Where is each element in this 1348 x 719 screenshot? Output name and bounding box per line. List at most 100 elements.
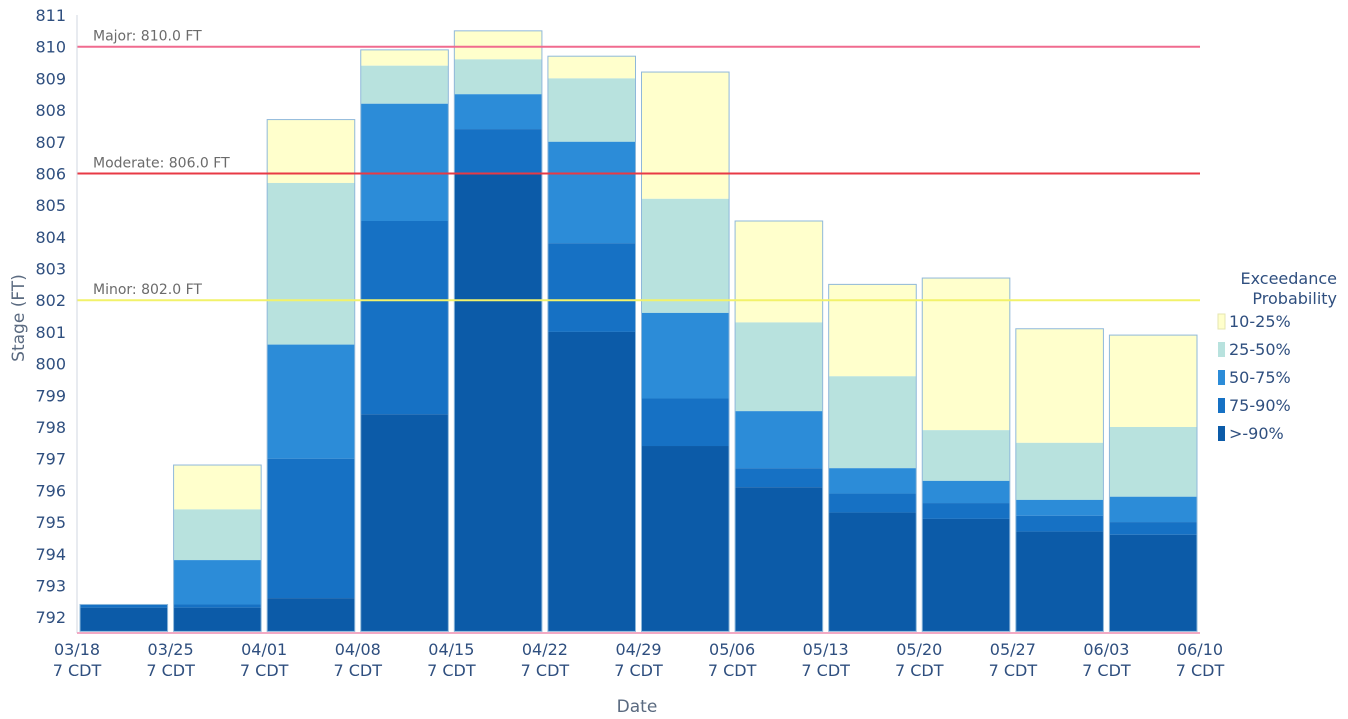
y-tick-label: 802 <box>35 291 66 310</box>
x-tick-time: 7 CDT <box>1082 661 1131 680</box>
y-tick-label: 806 <box>35 164 66 183</box>
bar-segment-75-90 <box>80 604 168 608</box>
x-tick-date: 05/13 <box>803 640 849 659</box>
y-axis-title: Stage (FT) <box>9 274 29 362</box>
bar-week-9 <box>828 283 917 632</box>
x-axis-title: Date <box>617 697 658 717</box>
bar-week-8 <box>734 220 824 632</box>
y-tick-label: 809 <box>35 69 66 88</box>
legend-swatch <box>1218 426 1225 441</box>
bar-segment-10-25 <box>1109 335 1197 427</box>
bar-outline <box>1015 328 1104 632</box>
bar-segment-50-75 <box>454 94 542 130</box>
bar-segment-25-50 <box>173 509 262 561</box>
bar-segment-10-25 <box>454 30 542 60</box>
bar-outline <box>1108 334 1198 632</box>
bar-segment-10-25 <box>173 465 262 510</box>
x-tick-date: 04/08 <box>335 640 381 659</box>
bar-outline <box>828 283 917 632</box>
x-tick-time: 7 CDT <box>989 661 1038 680</box>
bar-segment-90 <box>641 446 730 632</box>
bar-segment-25-50 <box>360 65 449 104</box>
bar-outline <box>641 71 730 632</box>
bar-segment-25-50 <box>828 376 917 469</box>
bar-segment-50-75 <box>922 480 1010 504</box>
x-tick-time: 7 CDT <box>53 661 102 680</box>
x-tick-date: 05/27 <box>990 640 1036 659</box>
bar-segment-90 <box>828 512 917 632</box>
bar-segment-25-50 <box>547 78 636 142</box>
y-tick-label: 803 <box>35 260 66 279</box>
x-tick-time: 7 CDT <box>801 661 850 680</box>
bar-segment-75-90 <box>360 221 449 415</box>
y-tick-label: 801 <box>35 323 66 342</box>
bars-group <box>79 30 1198 632</box>
y-tick-label: 807 <box>35 133 66 152</box>
bar-segment-75-90 <box>735 468 823 488</box>
bar-segment-10-25 <box>267 119 355 183</box>
bar-segment-50-75 <box>173 560 262 605</box>
bar-segment-25-50 <box>735 322 823 412</box>
bar-segment-10-25 <box>1015 328 1104 443</box>
bar-week-4 <box>360 49 449 632</box>
legend-swatch <box>1218 398 1225 413</box>
y-tick-label: 808 <box>35 101 66 120</box>
x-tick-time: 7 CDT <box>333 661 382 680</box>
bar-segment-75-90 <box>173 604 262 608</box>
bar-segment-75-90 <box>1109 522 1197 535</box>
threshold-label: Moderate: 806.0 FT <box>93 155 230 171</box>
bar-segment-90 <box>360 414 449 632</box>
x-tick-date: 06/10 <box>1177 640 1223 659</box>
legend-item-label: >-90% <box>1229 424 1284 443</box>
bar-outline <box>547 55 637 632</box>
bar-segment-50-75 <box>547 141 636 244</box>
bar-week-7 <box>641 71 730 632</box>
x-tick-time: 7 CDT <box>614 661 663 680</box>
legend-swatch <box>1218 342 1225 357</box>
bar-week-1 <box>79 603 169 632</box>
y-tick-label: 796 <box>35 481 66 500</box>
bar-segment-10-25 <box>922 278 1010 431</box>
bar-outline <box>734 220 824 632</box>
bar-segment-10-25 <box>735 221 823 323</box>
legend-swatch <box>1218 370 1225 385</box>
y-tick-label: 811 <box>35 6 66 25</box>
bar-segment-75-90 <box>547 243 636 332</box>
threshold-label: Major: 810.0 FT <box>93 29 202 45</box>
x-tick-date: 05/06 <box>709 640 755 659</box>
x-tick-date: 04/01 <box>241 640 287 659</box>
y-tick-label: 797 <box>35 450 66 469</box>
bar-segment-50-75 <box>735 411 823 469</box>
bar-week-3 <box>266 119 356 632</box>
x-tick-date: 04/29 <box>615 640 661 659</box>
bar-segment-90 <box>173 607 262 632</box>
x-tick-time: 7 CDT <box>895 661 944 680</box>
bar-segment-75-90 <box>641 398 730 447</box>
legend-item-label: 50-75% <box>1229 368 1291 387</box>
bar-segment-50-75 <box>1109 496 1197 523</box>
bar-week-2 <box>173 464 262 632</box>
x-tick-date: 05/20 <box>896 640 942 659</box>
x-tick-date: 04/22 <box>522 640 568 659</box>
x-tick-date: 04/15 <box>428 640 474 659</box>
bar-segment-90 <box>922 518 1010 632</box>
legend-swatch <box>1217 313 1226 330</box>
legend-title: Exceedance <box>1240 269 1337 288</box>
bar-segment-50-75 <box>1015 499 1104 516</box>
bar-segment-75-90 <box>454 129 542 174</box>
y-tick-label: 798 <box>35 418 66 437</box>
bar-segment-10-25 <box>360 49 449 66</box>
x-tick-time: 7 CDT <box>1176 661 1225 680</box>
bar-segment-75-90 <box>1015 515 1104 532</box>
bar-week-6 <box>547 55 637 632</box>
y-tick-label: 805 <box>35 196 66 215</box>
y-tick-label: 800 <box>35 355 66 374</box>
bar-outline <box>921 277 1011 632</box>
bar-week-5 <box>453 30 543 632</box>
bar-segment-90 <box>80 607 168 632</box>
x-tick-time: 7 CDT <box>240 661 289 680</box>
y-tick-label: 792 <box>35 608 66 627</box>
x-tick-date: 03/18 <box>54 640 100 659</box>
